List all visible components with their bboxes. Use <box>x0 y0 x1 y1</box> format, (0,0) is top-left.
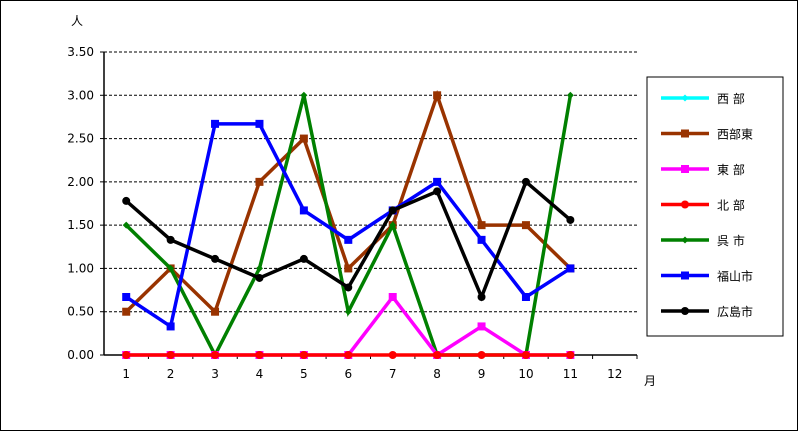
data-point <box>344 308 352 316</box>
data-point <box>681 94 689 102</box>
data-point <box>681 271 689 280</box>
y-tick-label: 0.50 <box>67 305 94 319</box>
x-tick-label: 12 <box>607 367 622 381</box>
x-tick-label: 2 <box>167 367 175 381</box>
legend-label: 東 部 <box>717 162 745 177</box>
legend-label: 北 部 <box>717 198 745 213</box>
data-point <box>521 292 530 301</box>
data-point <box>255 351 264 359</box>
data-point <box>477 221 486 230</box>
data-point <box>477 322 486 331</box>
data-point <box>681 129 689 138</box>
data-point <box>122 351 131 359</box>
data-point <box>166 235 175 244</box>
data-point <box>211 254 220 263</box>
data-point <box>566 215 575 224</box>
legend-label: 福山市 <box>717 269 753 284</box>
data-point <box>255 273 264 282</box>
data-point <box>122 307 131 316</box>
series-6 <box>122 177 575 302</box>
data-point <box>211 119 220 128</box>
data-point <box>344 351 353 359</box>
legend-label: 西部東 <box>717 127 753 142</box>
x-tick-label: 10 <box>518 367 533 381</box>
data-point <box>521 221 530 230</box>
data-point <box>166 322 175 331</box>
legend-label: 広島市 <box>717 304 753 319</box>
data-point <box>166 351 175 359</box>
data-point <box>388 292 397 301</box>
data-point <box>477 351 486 359</box>
data-point <box>388 351 397 359</box>
data-point <box>255 119 264 128</box>
x-tick-label: 9 <box>478 367 486 381</box>
data-point <box>211 307 220 316</box>
legend-label: 西 部 <box>717 91 745 106</box>
data-point <box>389 221 397 229</box>
data-point <box>388 206 397 215</box>
series-1 <box>122 89 575 316</box>
y-tick-label: 1.00 <box>67 261 94 275</box>
data-point <box>433 351 442 359</box>
x-axis-label: 月 <box>644 374 656 388</box>
data-point <box>299 254 308 263</box>
data-point <box>211 351 220 359</box>
series-3 <box>122 351 575 359</box>
data-point <box>681 200 689 209</box>
data-point <box>433 91 442 100</box>
data-point <box>122 221 130 229</box>
data-point <box>566 264 575 273</box>
y-axis-label: 人 <box>71 14 83 28</box>
data-point <box>299 134 308 143</box>
y-tick-label: 2.50 <box>67 132 94 146</box>
data-point <box>566 91 574 99</box>
y-tick-label: 0.00 <box>67 348 94 362</box>
legend-box <box>646 76 784 337</box>
data-point <box>167 264 175 272</box>
data-point <box>521 351 530 359</box>
data-point <box>433 187 442 196</box>
data-point <box>344 235 353 244</box>
y-tick-label: 1.50 <box>67 218 94 232</box>
x-tick-label: 1 <box>122 367 130 381</box>
x-tick-label: 8 <box>433 367 441 381</box>
data-point <box>433 177 442 186</box>
y-tick-label: 3.50 <box>67 45 94 59</box>
x-tick-label: 5 <box>300 367 308 381</box>
data-point <box>255 177 264 186</box>
data-point <box>477 292 486 301</box>
y-tick-label: 3.00 <box>67 88 94 102</box>
data-point <box>521 177 530 186</box>
series-line <box>124 89 572 315</box>
data-point <box>300 91 308 99</box>
y-tick-label: 2.00 <box>67 175 94 189</box>
data-point <box>566 351 575 359</box>
data-point <box>255 264 263 272</box>
data-point <box>299 351 308 359</box>
data-point <box>681 165 689 173</box>
data-point <box>299 206 308 215</box>
x-tick-label: 11 <box>563 367 578 381</box>
data-point <box>681 236 689 244</box>
data-point <box>344 283 353 292</box>
data-point <box>122 196 131 205</box>
data-point <box>344 264 353 273</box>
x-tick-label: 7 <box>389 367 397 381</box>
data-point <box>681 307 689 315</box>
data-point <box>477 235 486 244</box>
x-tick-label: 3 <box>211 367 219 381</box>
x-tick-label: 6 <box>344 367 352 381</box>
data-point <box>122 292 131 301</box>
legend-label: 呉 市 <box>717 233 745 248</box>
x-tick-label: 4 <box>256 367 264 381</box>
